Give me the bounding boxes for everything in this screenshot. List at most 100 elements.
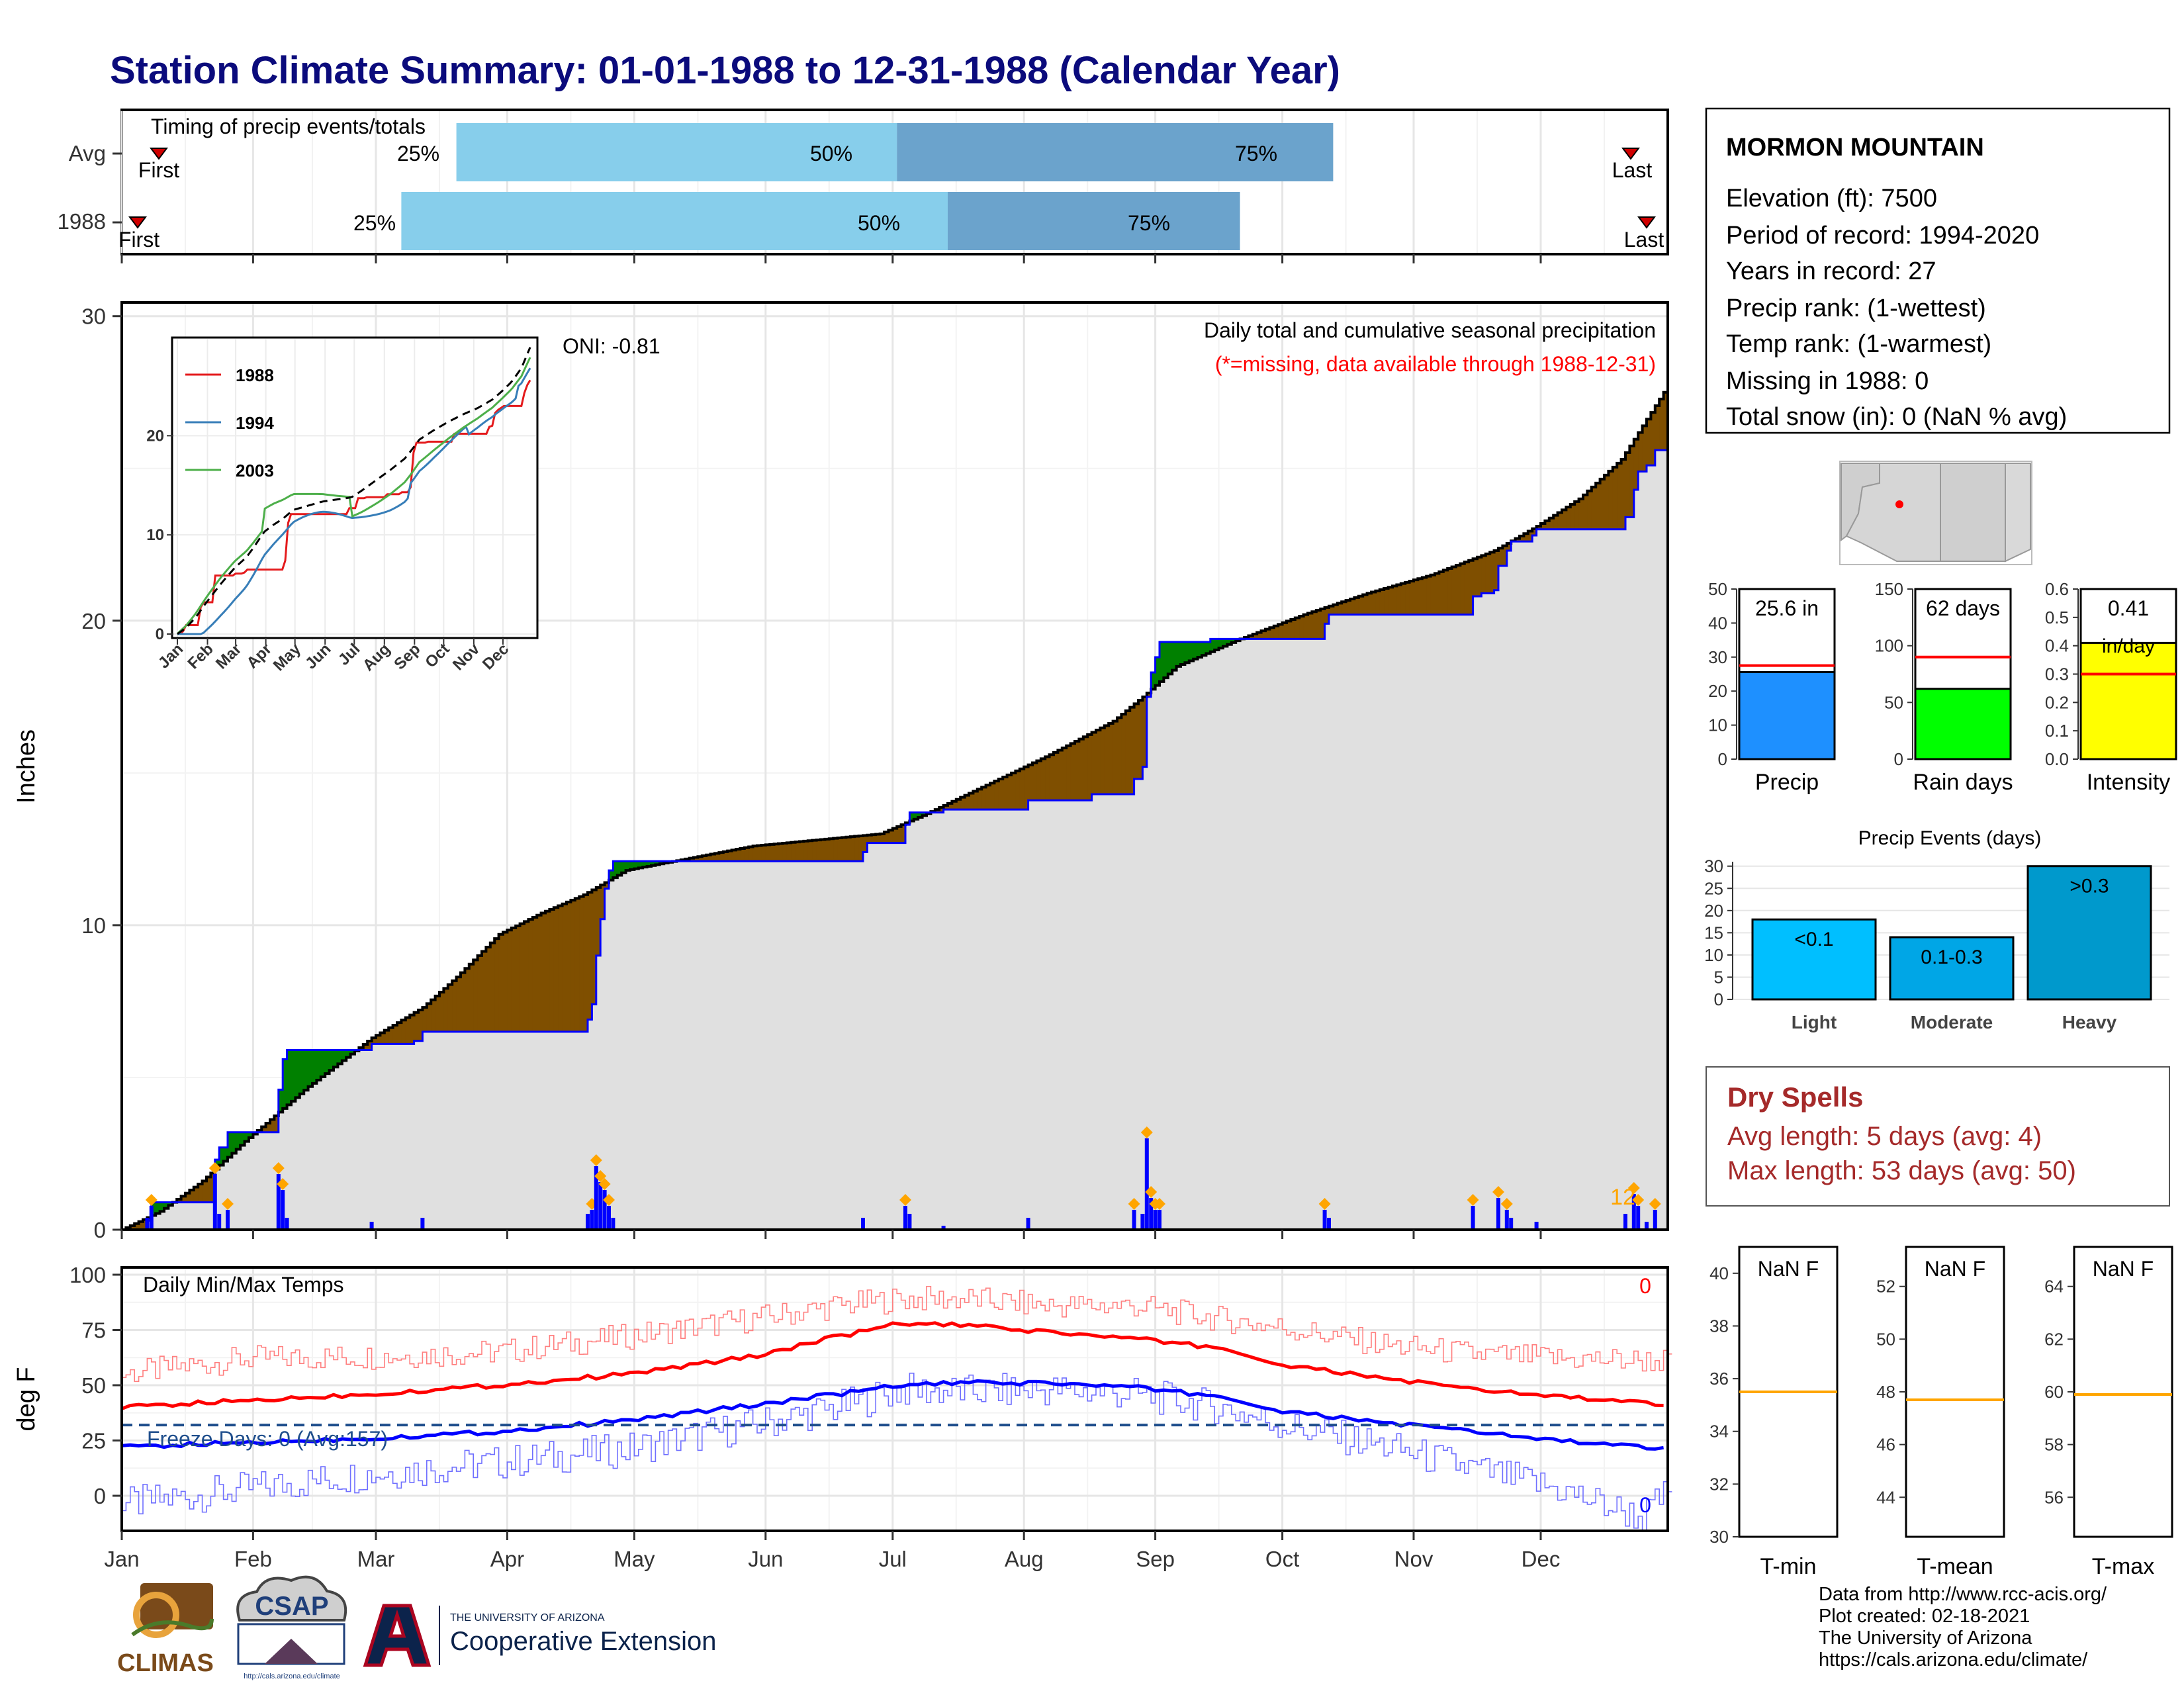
temp-y-tick-label: 50 (81, 1373, 106, 1398)
month-label: Apr (490, 1547, 524, 1571)
precip-below-normal-band (837, 838, 842, 862)
temp-bar-tick-label: 46 (1876, 1435, 1895, 1455)
precip-events-tick-label: 5 (1714, 967, 1723, 987)
precip-below-normal-band (710, 854, 715, 862)
dry-spells-title: Dry Spells (1727, 1081, 1863, 1113)
precip-below-normal-band (1007, 774, 1012, 810)
summary-bar-tick-label: 0.0 (2045, 749, 2069, 769)
precip-below-normal-band (1350, 598, 1355, 615)
precip-above-normal-band (308, 1050, 313, 1087)
timing-panel: Timing of precip events/totals Avg 1988 … (58, 109, 1669, 263)
csap-logo: CSAP http://cals.arizona.edu/climate (236, 1575, 347, 1680)
precip-below-normal-band (1379, 589, 1385, 615)
temp-bar-tick-label: 40 (1709, 1263, 1729, 1283)
precip-below-normal-band (134, 1223, 140, 1230)
heavy-event-marker (1500, 1198, 1513, 1210)
daily-precip-bar (1132, 1210, 1136, 1230)
temp-summary-bars: NaN F T-min 30 32 34 36 38 40 NaN F T-mean 44 46 48 5… (1709, 1246, 2173, 1579)
precip-below-normal-band (1604, 475, 1609, 529)
summary-bar-tick-label: 30 (1708, 647, 1727, 667)
precip-events-tick-label: 20 (1704, 901, 1723, 921)
month-label: Sep (1136, 1547, 1175, 1571)
precip-above-normal-band (913, 812, 919, 819)
daily-precip-bar (420, 1218, 425, 1230)
precip-below-normal-band (1600, 479, 1605, 529)
precip-below-normal-band (558, 905, 563, 1032)
precip-below-normal-band (1587, 490, 1592, 529)
ua-small-text: THE UNIVERSITY OF ARIZONA (450, 1612, 605, 1623)
climas-logo-swirl (131, 1618, 214, 1637)
precip-events-bar (1889, 936, 2015, 1001)
precip-below-normal-band (592, 890, 597, 1005)
precip-below-normal-band (553, 907, 559, 1032)
precip-above-normal-band (1231, 639, 1236, 643)
tmin-normal-line (121, 1379, 1664, 1451)
precip-below-normal-band (452, 980, 457, 1032)
inset-line-1988 (177, 379, 531, 635)
precip-below-normal-band (1557, 512, 1563, 529)
locator-map-east-state (2005, 463, 2031, 563)
locator-map (1839, 461, 2032, 565)
precip-below-normal-band (401, 1020, 406, 1044)
credit-plot-created: Plot created: 02-18-2021 (1819, 1606, 2030, 1627)
precip-events-tick-label: 10 (1704, 945, 1723, 965)
inset-legend-1988: 1988 (236, 365, 274, 385)
precip-below-normal-band (892, 828, 897, 843)
precip-below-normal-band (1087, 734, 1093, 801)
precip-below-normal-band (1113, 721, 1118, 795)
csap-logo-url: http://cals.arizona.edu/climate (244, 1672, 340, 1680)
daily-precip-bar (1504, 1210, 1509, 1230)
heavy-event-marker (1154, 1198, 1165, 1210)
precip-below-normal-band (786, 843, 792, 862)
precip-above-normal-band (320, 1050, 326, 1077)
heavy-event-marker (590, 1154, 602, 1166)
precip-below-normal-band (727, 850, 733, 862)
temp-bar-tick-label: 44 (1876, 1487, 1895, 1507)
precip-below-normal-band (770, 844, 775, 862)
summary-bar-fill (1914, 688, 2012, 760)
daily-precip-bar (861, 1218, 865, 1230)
heavy-event-marker (1632, 1194, 1645, 1206)
daily-precip-bar (907, 1214, 912, 1230)
precip-above-normal-band (1206, 642, 1211, 654)
daily-precip-bar (1496, 1198, 1500, 1230)
precip-events-title: Precip Events (days) (1858, 827, 2042, 849)
precip-below-normal-band (1633, 439, 1639, 490)
precip-below-normal-band (473, 960, 478, 1032)
precip-above-normal-band (1185, 642, 1190, 663)
inset-grid (173, 339, 536, 637)
precip-below-normal-band (689, 858, 694, 862)
month-label: Nov (1394, 1547, 1433, 1571)
summary-bar-fill (2079, 641, 2177, 760)
daily-precip-bar (1653, 1210, 1657, 1230)
precip-below-normal-band (532, 917, 537, 1032)
dry-spells-max: Max length: 53 days (avg: 50) (1727, 1156, 2076, 1185)
precip-above-normal-band (638, 861, 643, 868)
precip-below-normal-band (600, 885, 606, 919)
precip-below-normal-band (1536, 526, 1541, 529)
precip-below-normal-band (198, 1183, 203, 1203)
precip-above-normal-band (236, 1132, 241, 1150)
temp-bar-value-label: NaN F (1758, 1257, 1819, 1281)
precip-below-normal-band (1295, 617, 1300, 639)
precip-below-normal-band (583, 894, 588, 1032)
summary-bar-tick-label: 0 (1718, 749, 1727, 769)
precip-below-normal-band (960, 797, 966, 810)
precip-above-normal-band (1167, 642, 1173, 674)
precip-below-normal-band (757, 845, 762, 862)
precip-below-normal-band (384, 1030, 389, 1044)
precip-below-normal-band (465, 968, 470, 1032)
climas-logo: CLIMAS (117, 1583, 214, 1677)
precip-above-normal-band (1151, 672, 1156, 690)
precip-y-tick-label: 30 (81, 304, 106, 329)
freeze-days-label: Freeze Days: 0 (Avg:157) (147, 1427, 388, 1451)
precip-below-normal-band (1058, 750, 1063, 801)
precip-below-normal-band (1477, 557, 1482, 596)
station-line-missing: Missing in 1988: 0 (1726, 367, 1929, 395)
precip-below-normal-band (1045, 756, 1050, 801)
timing-year-first-label: First (118, 228, 159, 251)
precip-below-normal-band (562, 903, 567, 1032)
heavy-event-marker (145, 1194, 158, 1206)
precip-below-normal-band (516, 925, 521, 1032)
